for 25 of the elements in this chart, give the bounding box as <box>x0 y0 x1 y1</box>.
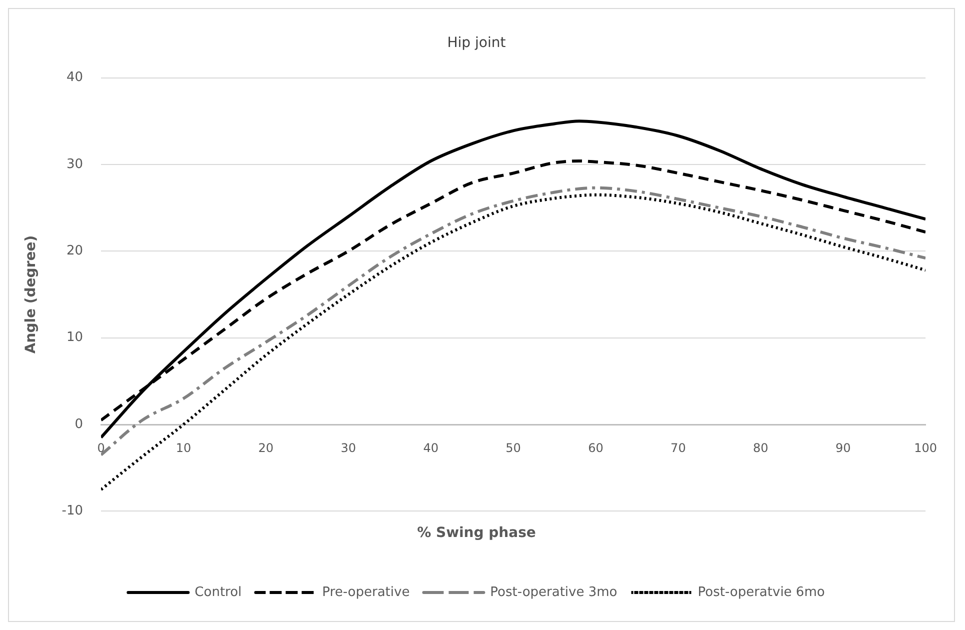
y-tick-label: 0 <box>74 416 84 432</box>
chart-title: Hip joint <box>447 35 506 52</box>
x-tick-label: 70 <box>670 440 686 455</box>
y-axis-title: Angle (degree) <box>23 235 40 354</box>
x-tick-label: 50 <box>506 440 521 455</box>
x-tick-label: 100 <box>914 440 937 455</box>
legend-label: Pre-operative <box>322 584 410 600</box>
legend-label: Control <box>194 584 242 600</box>
x-tick-label: 30 <box>340 440 356 455</box>
line-series <box>101 120 926 440</box>
legend-label: Post-operative 3mo <box>490 584 618 600</box>
x-tick-label: 0 <box>97 440 105 455</box>
x-axis-title: % Swing phase <box>417 525 536 542</box>
x-tick-label: 10 <box>176 440 192 455</box>
x-tick-label: 20 <box>258 440 274 455</box>
y-tick-label: 40 <box>66 70 84 86</box>
y-tick-label: 30 <box>66 156 84 172</box>
y-tick-label: 10 <box>66 330 84 346</box>
x-tick-label: 40 <box>423 440 438 455</box>
x-tick-label: 90 <box>835 440 851 455</box>
y-tick-label: 20 <box>66 244 84 259</box>
legend-label: Post-operatvie 6mo <box>698 584 825 600</box>
y-tick-label: -10 <box>62 504 84 519</box>
x-tick-label: 80 <box>753 440 768 455</box>
x-tick-label: 60 <box>588 440 604 455</box>
